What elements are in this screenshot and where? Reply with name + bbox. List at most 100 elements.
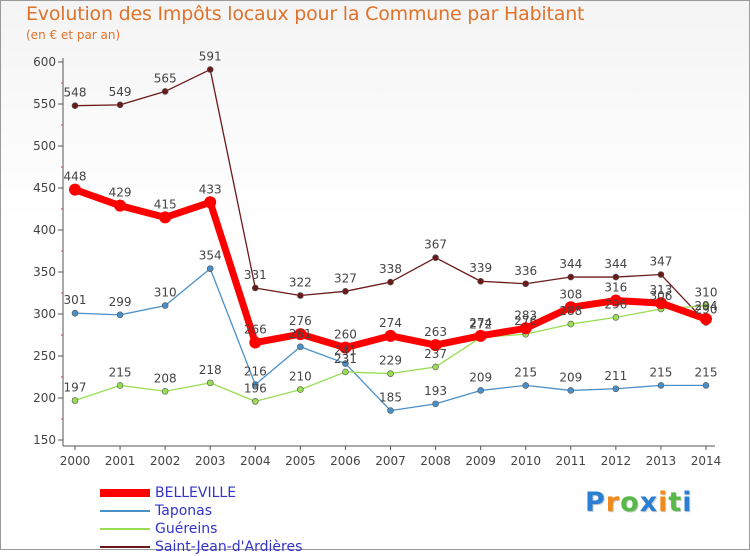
data-point <box>251 284 259 292</box>
data-label: 344 <box>604 257 627 271</box>
data-label: 344 <box>559 257 582 271</box>
data-point <box>384 329 397 342</box>
data-point <box>609 294 622 307</box>
legend-label: Taponas <box>155 503 213 519</box>
data-point <box>159 211 172 224</box>
y-tick-label: 500 <box>33 139 56 153</box>
data-point <box>71 102 79 109</box>
data-point <box>206 66 214 73</box>
data-label: 272 <box>469 318 492 332</box>
data-label: 260 <box>334 328 357 342</box>
data-point <box>474 329 487 342</box>
data-point <box>342 288 349 295</box>
proxiti-logo: Proxiti <box>585 487 693 518</box>
data-point <box>612 273 620 281</box>
data-label: 263 <box>424 325 447 339</box>
logo-letter: r <box>605 487 621 518</box>
data-label: 237 <box>424 347 447 361</box>
x-tick-label: 2004 <box>240 454 271 468</box>
data-point <box>251 398 259 405</box>
data-label: 301 <box>64 293 87 307</box>
data-label: 316 <box>604 281 627 295</box>
y-tick-label: 600 <box>33 55 56 69</box>
data-point <box>114 199 127 212</box>
data-point <box>297 343 304 351</box>
data-point <box>519 322 532 335</box>
data-point <box>204 196 217 209</box>
data-label: 209 <box>559 370 582 384</box>
y-tick-label: 400 <box>33 223 56 237</box>
data-point <box>294 328 307 341</box>
data-label: 231 <box>334 352 357 366</box>
legend-swatch <box>100 528 150 530</box>
x-tick-label: 2001 <box>105 454 136 468</box>
legend-swatch <box>100 489 150 497</box>
data-point <box>612 385 620 393</box>
data-point <box>387 278 394 286</box>
data-label: 197 <box>64 381 87 395</box>
legend-swatch <box>100 510 150 512</box>
data-label: 310 <box>695 286 718 300</box>
data-point <box>342 368 349 376</box>
y-tick-label: 300 <box>33 307 56 321</box>
data-point <box>249 336 262 349</box>
data-point <box>206 265 214 272</box>
chart-subtitle: (en € et par an) <box>26 28 121 42</box>
data-label: 448 <box>64 170 87 184</box>
data-point <box>567 387 575 394</box>
data-point <box>567 273 575 281</box>
data-point <box>71 309 79 317</box>
x-tick-label: 2007 <box>375 454 406 468</box>
logo-letter: P <box>585 487 606 518</box>
x-tick-label: 2011 <box>556 454 587 468</box>
data-label: 433 <box>199 182 222 196</box>
data-label: 215 <box>109 365 132 379</box>
data-label: 313 <box>649 283 672 297</box>
x-tick-label: 2003 <box>195 454 226 468</box>
data-point <box>700 313 712 326</box>
data-point <box>116 311 124 319</box>
data-point <box>612 314 620 321</box>
data-point <box>387 407 394 414</box>
logo-letter: o <box>620 487 640 518</box>
data-label: 591 <box>199 50 222 64</box>
data-label: 193 <box>424 384 447 398</box>
data-point <box>297 386 304 393</box>
data-label: 306 <box>649 289 672 303</box>
data-label: 290 <box>695 302 718 316</box>
chart-title: Evolution des Impôts locaux pour la Comm… <box>26 3 585 25</box>
x-tick-label: 2002 <box>150 454 181 468</box>
logo-letter: i <box>682 487 693 518</box>
data-label: 216 <box>244 365 267 379</box>
data-point <box>477 277 484 285</box>
data-label: 548 <box>64 86 87 100</box>
x-tick-label: 2006 <box>330 454 361 468</box>
data-point <box>567 320 575 328</box>
data-point <box>339 341 352 354</box>
data-point <box>387 370 394 377</box>
y-tick-label: 200 <box>33 391 56 405</box>
y-tick-label: 350 <box>33 265 56 279</box>
data-label: 229 <box>379 354 402 368</box>
data-label: 288 <box>559 304 582 318</box>
logo-letter: i <box>658 487 669 518</box>
data-point <box>432 254 439 262</box>
data-label: 276 <box>514 314 537 328</box>
data-label: 210 <box>289 370 312 384</box>
data-label: 261 <box>289 327 312 341</box>
data-point <box>654 297 667 310</box>
data-point <box>161 387 169 395</box>
data-point <box>429 339 442 352</box>
data-point <box>69 183 81 196</box>
data-point <box>702 302 710 309</box>
data-label: 215 <box>695 365 718 379</box>
data-point <box>702 382 710 389</box>
logo-letter: x <box>639 487 659 518</box>
data-label: 215 <box>514 365 537 379</box>
data-point <box>161 302 169 309</box>
data-label: 208 <box>154 371 177 385</box>
legend-swatch <box>100 546 150 548</box>
data-label: 549 <box>109 85 132 99</box>
data-point <box>116 101 124 109</box>
